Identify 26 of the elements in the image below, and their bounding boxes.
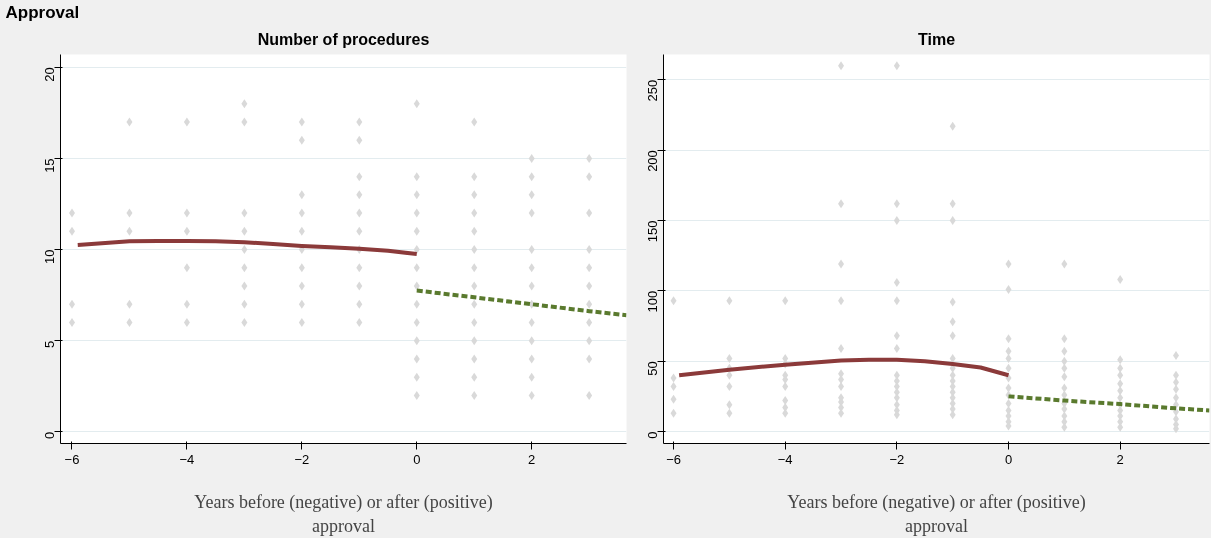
chart-title: Time [917, 30, 956, 48]
x-tick-label: 2 [528, 451, 536, 467]
y-tick-label: 150 [645, 220, 660, 243]
chart-title: Number of procedures [257, 30, 430, 48]
x-tick-label: −2 [889, 451, 905, 467]
x-axis-title: Years before (negative) or after (positive) approval [194, 491, 493, 536]
x-tick-label: 0 [1004, 451, 1013, 467]
x-tick-label: −4 [179, 451, 195, 467]
x-tick-label: −2 [294, 451, 310, 467]
y-tick-label: 10 [42, 249, 57, 265]
x-tick-label: 0 [413, 451, 421, 467]
x-tick-label: 2 [1116, 451, 1124, 467]
x-tick-label: −4 [777, 451, 793, 467]
y-tick-label: 100 [645, 290, 660, 313]
x-tick-label: −6 [666, 451, 681, 467]
y-tick-label: 250 [645, 79, 660, 102]
y-tick-label: 15 [42, 158, 57, 173]
text: Approval [5, 2, 80, 22]
y-tick-label: 20 [42, 67, 57, 82]
y-tick-label: 0 [42, 431, 57, 440]
x-tick-label: −6 [64, 451, 80, 467]
y-tick-label: 200 [645, 150, 660, 172]
x-axis-title: Years before (negative) or after (positive) approval [787, 491, 1086, 536]
y-tick-label: 50 [645, 361, 660, 376]
y-tick-label: 0 [645, 431, 660, 439]
y-tick-label: 5 [42, 340, 57, 348]
